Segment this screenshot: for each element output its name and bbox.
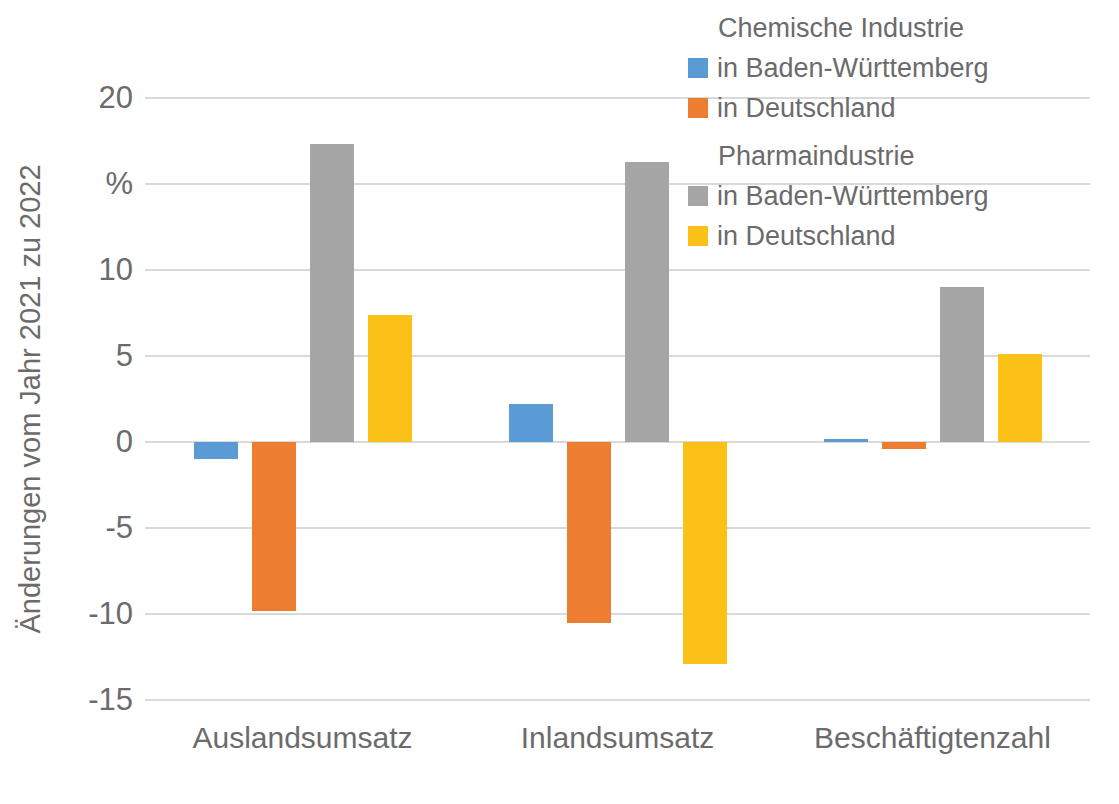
bar-s0-c0: [194, 442, 238, 459]
x-category-label: Auslandsumsatz: [145, 718, 460, 758]
bar-s3-c1: [683, 442, 727, 664]
y-tick-label: 20: [0, 81, 133, 115]
legend-swatch-pharma-de-icon: [688, 226, 708, 246]
legend-item-chemie-de: in Deutschland: [688, 88, 989, 128]
bar-s1-c1: [567, 442, 611, 623]
chart-container: Änderungen vom Jahr 2021 zu 2022 20%1050…: [0, 0, 1119, 804]
bar-s3-c2: [998, 354, 1042, 442]
y-tick-label: -5: [0, 511, 133, 545]
legend-item-chemie-bw: in Baden-Württemberg: [688, 48, 989, 88]
y-tick-label: 5: [0, 339, 133, 373]
gridline: [145, 699, 1090, 701]
legend-group-title-chemie: Chemische Industrie: [688, 8, 989, 48]
gridline: [145, 613, 1090, 615]
legend-item-pharma-de: in Deutschland: [688, 216, 989, 256]
y-tick-label: -15: [0, 683, 133, 717]
bar-s0-c1: [509, 404, 553, 442]
y-tick-label: %: [0, 167, 133, 201]
y-axis-tick-labels: 20%1050-5-10-15: [0, 98, 133, 700]
x-category-label: Beschäftigtenzahl: [775, 718, 1090, 758]
bar-s2-c0: [310, 144, 354, 442]
y-tick-label: 10: [0, 253, 133, 287]
y-tick-label: 0: [0, 425, 133, 459]
bar-s1-c2: [882, 442, 926, 449]
legend-item-label: in Baden-Württemberg: [717, 48, 989, 88]
bar-s3-c0: [368, 315, 412, 442]
y-tick-label: -10: [0, 597, 133, 631]
bar-s1-c0: [252, 442, 296, 611]
bar-s2-c1: [625, 162, 669, 442]
bar-s0-c2: [824, 439, 868, 442]
gridline: [145, 269, 1090, 271]
legend-swatch-chemie-de-icon: [688, 98, 708, 118]
bar-s2-c2: [940, 287, 984, 442]
legend-group-title-pharma: Pharmaindustrie: [688, 136, 989, 176]
legend-swatch-chemie-bw-icon: [688, 58, 708, 78]
legend-item-pharma-bw: in Baden-Württemberg: [688, 176, 989, 216]
legend-item-label: in Baden-Württemberg: [717, 176, 989, 216]
legend-swatch-pharma-bw-icon: [688, 186, 708, 206]
x-axis-category-labels: AuslandsumsatzInlandsumsatzBeschäftigten…: [145, 718, 1090, 764]
legend: Chemische Industrie in Baden-Württemberg…: [688, 8, 989, 256]
legend-item-label: in Deutschland: [717, 88, 896, 128]
legend-item-label: in Deutschland: [717, 216, 896, 256]
x-category-label: Inlandsumsatz: [460, 718, 775, 758]
